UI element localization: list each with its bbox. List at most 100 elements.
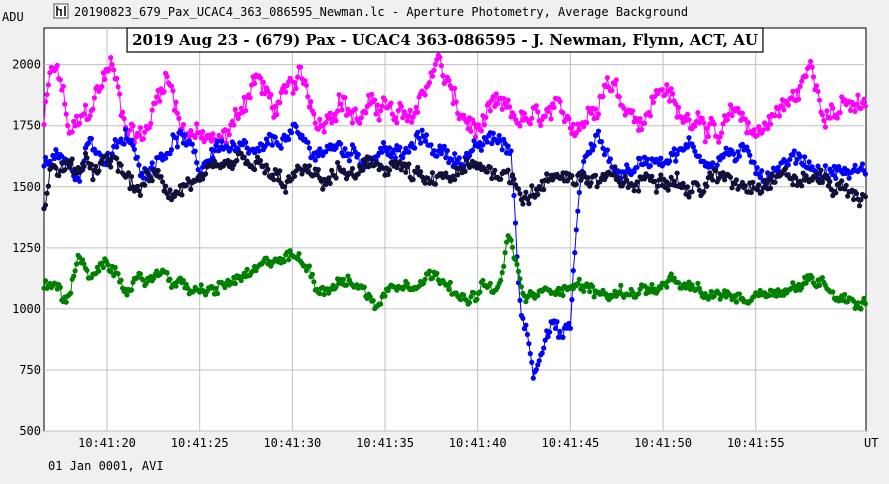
data-point	[790, 152, 796, 158]
data-point	[134, 154, 140, 160]
data-point	[766, 293, 772, 299]
data-point	[440, 73, 446, 79]
data-point	[290, 90, 296, 96]
data-point	[647, 113, 654, 119]
data-point	[462, 168, 468, 174]
data-point	[257, 75, 264, 81]
x-tick-label: 10:41:50	[634, 436, 692, 450]
data-point	[369, 156, 375, 162]
data-point	[321, 291, 327, 298]
data-point	[499, 269, 505, 276]
data-point	[403, 169, 409, 175]
data-point	[376, 117, 382, 123]
data-point	[808, 58, 814, 64]
data-point	[505, 97, 511, 103]
data-point	[295, 74, 301, 80]
data-point	[385, 171, 391, 178]
data-point	[590, 147, 596, 153]
data-point	[173, 135, 179, 141]
data-point	[194, 121, 200, 127]
data-point	[557, 98, 563, 105]
data-point	[799, 183, 805, 189]
data-point	[432, 61, 438, 67]
data-point	[338, 101, 344, 107]
data-point	[775, 164, 781, 171]
data-point	[117, 91, 123, 97]
data-point	[862, 301, 869, 307]
data-point	[547, 104, 553, 110]
data-point	[333, 175, 339, 181]
data-point	[392, 115, 398, 121]
data-point	[489, 175, 495, 182]
data-point	[422, 92, 428, 98]
data-point	[333, 118, 339, 124]
data-point	[501, 263, 507, 269]
data-point	[833, 175, 839, 181]
data-point	[148, 120, 154, 126]
data-point	[481, 122, 487, 128]
data-point	[754, 132, 760, 138]
data-point	[53, 165, 59, 171]
data-point	[716, 139, 722, 145]
data-point	[722, 113, 728, 119]
data-point	[708, 173, 714, 179]
data-point	[566, 320, 572, 327]
data-point	[343, 282, 350, 288]
data-point	[425, 175, 431, 181]
y-tick-labels: 500 750 1000 1250 1500 1750 2000	[12, 58, 41, 438]
data-point	[254, 154, 261, 160]
title-bar: 20190823_679_Pax_UCAC4_363_086595_Newman…	[53, 3, 688, 19]
data-point	[438, 151, 444, 157]
data-point	[423, 132, 430, 138]
data-point	[785, 162, 791, 168]
data-point	[567, 125, 574, 131]
data-point	[713, 168, 719, 174]
data-point	[821, 117, 827, 124]
data-point	[852, 162, 858, 168]
data-point	[699, 115, 705, 121]
data-point	[523, 189, 529, 195]
data-point	[690, 144, 697, 150]
data-point	[195, 167, 201, 173]
series-1	[41, 121, 869, 381]
data-point	[653, 189, 660, 195]
data-point	[103, 153, 109, 159]
x-tick-label: 10:41:30	[263, 436, 321, 450]
data-point	[118, 162, 124, 168]
data-point	[326, 175, 332, 181]
data-point	[466, 153, 473, 159]
data-point	[772, 179, 778, 185]
x-axis-label: UT	[864, 436, 878, 450]
data-point	[750, 179, 756, 185]
data-point	[518, 284, 525, 290]
data-point	[69, 156, 75, 162]
data-point	[57, 284, 63, 290]
data-point	[406, 113, 412, 120]
data-point	[581, 158, 587, 165]
data-point	[87, 113, 93, 119]
data-point	[42, 99, 49, 105]
data-point	[493, 91, 499, 97]
data-point	[730, 151, 737, 157]
y-tick-label: 750	[19, 363, 41, 377]
data-point	[452, 85, 458, 91]
data-point	[676, 280, 682, 286]
data-point	[303, 268, 309, 274]
data-point	[827, 179, 833, 185]
data-point	[63, 299, 69, 305]
data-point	[74, 113, 80, 119]
data-point	[380, 140, 387, 146]
data-point	[846, 175, 852, 181]
data-point	[760, 127, 766, 133]
data-point	[234, 157, 240, 164]
data-point	[345, 273, 351, 279]
data-point	[367, 294, 373, 300]
data-point	[372, 97, 378, 103]
data-point	[595, 111, 602, 117]
y-tick-label: 1250	[12, 241, 41, 255]
data-point	[856, 203, 863, 209]
y-tick-label: 1000	[12, 302, 41, 316]
data-point	[796, 96, 802, 102]
data-point	[388, 154, 394, 160]
data-point	[674, 151, 680, 157]
